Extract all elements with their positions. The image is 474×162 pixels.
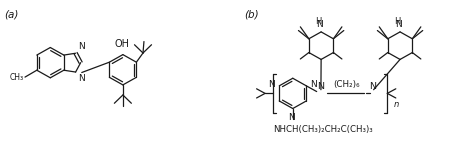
Text: CH₃: CH₃ bbox=[9, 73, 24, 82]
Text: N: N bbox=[79, 42, 85, 51]
Text: OH: OH bbox=[114, 39, 129, 49]
Text: n: n bbox=[394, 100, 399, 109]
Text: (a): (a) bbox=[4, 10, 19, 20]
Text: (CH₂)₆: (CH₂)₆ bbox=[333, 80, 360, 89]
Text: H: H bbox=[394, 17, 401, 26]
Text: N: N bbox=[310, 80, 317, 89]
Text: N: N bbox=[316, 20, 323, 29]
Text: H: H bbox=[315, 17, 321, 26]
Text: N: N bbox=[317, 82, 324, 91]
Text: N: N bbox=[79, 74, 85, 83]
Text: N: N bbox=[370, 82, 377, 91]
Text: (b): (b) bbox=[244, 10, 259, 20]
Text: N: N bbox=[268, 80, 275, 89]
Text: N: N bbox=[395, 20, 401, 29]
Text: N: N bbox=[289, 113, 295, 122]
Text: NHCH(CH₃)₂CH₂C(CH₃)₃: NHCH(CH₃)₂CH₂C(CH₃)₃ bbox=[273, 125, 374, 134]
